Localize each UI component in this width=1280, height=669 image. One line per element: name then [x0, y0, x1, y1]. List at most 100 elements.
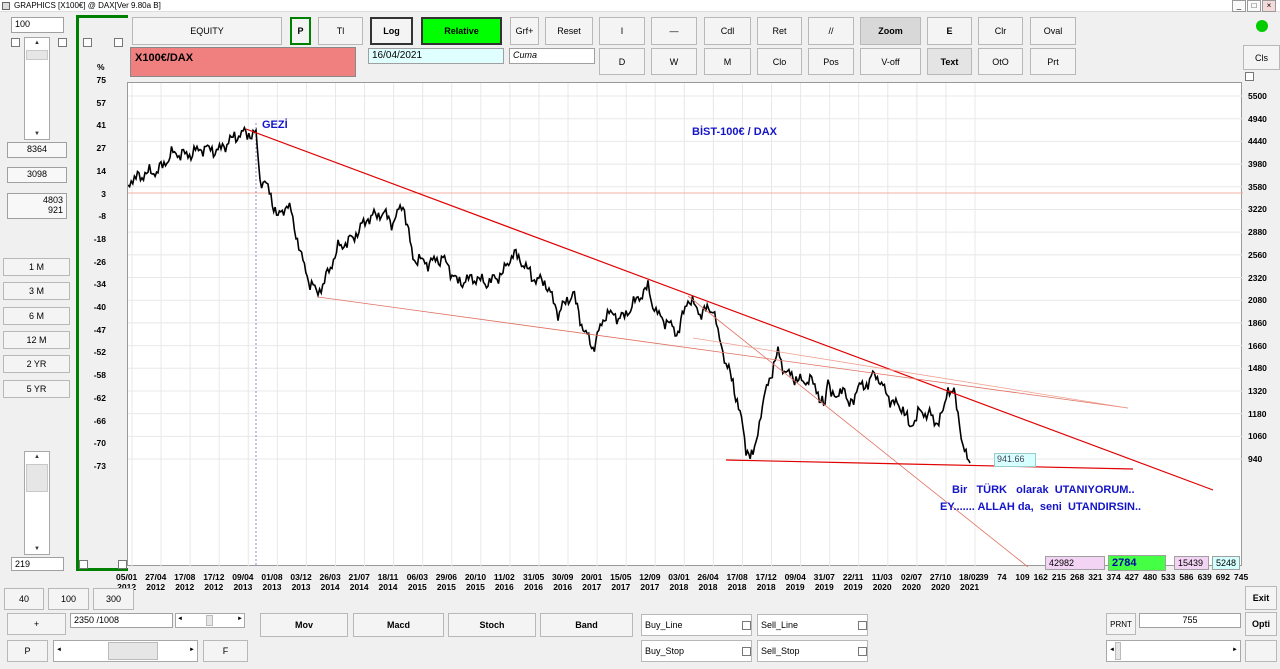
sell-line-checkbox[interactable] — [858, 621, 867, 630]
cls-checkbox[interactable] — [1245, 72, 1254, 81]
tl-button[interactable]: Tl — [318, 17, 363, 45]
relative-button[interactable]: Relative — [421, 17, 502, 45]
scroll-thumb[interactable] — [108, 642, 158, 660]
sell-line-toggle[interactable]: Sell_Line — [757, 614, 868, 636]
x-tick-year: 2015 — [465, 582, 485, 592]
chart-area[interactable]: GEZİ BİST-100€ / DAX Bir TÜRK olarak UTA… — [127, 82, 1243, 567]
left-checkbox-2[interactable] — [58, 38, 67, 47]
value-pair-field: 4803 921 — [7, 193, 67, 219]
scroll-up-arrow-icon[interactable]: ▲ — [34, 454, 40, 460]
v-off-button[interactable]: V-off — [860, 48, 921, 75]
equity-button[interactable]: EQUITY — [132, 17, 282, 45]
buy-line-toggle[interactable]: Buy_Line — [641, 614, 752, 636]
d-button[interactable]: D — [599, 48, 645, 75]
scroll-left-arrow-icon[interactable]: ◄ — [56, 647, 62, 653]
i-button[interactable]: I — [599, 17, 645, 45]
range-field[interactable]: 2350 /1008 — [70, 613, 173, 628]
scroll-right-arrow-icon[interactable]: ► — [1232, 647, 1238, 653]
x-tick: 20/01 2017 — [581, 572, 602, 592]
zoom-button[interactable]: Zoom — [860, 17, 921, 45]
x-tick-year: 2018 — [756, 582, 776, 592]
scroll-thumb[interactable] — [206, 615, 213, 626]
prt-button[interactable]: Prt — [1030, 48, 1076, 75]
sell-stop-checkbox[interactable] — [858, 647, 867, 656]
scroll-right-arrow-icon[interactable]: ► — [189, 647, 195, 653]
cls-button[interactable]: Cls — [1243, 45, 1280, 70]
scroll-left-arrow-icon[interactable]: ◄ — [1109, 647, 1115, 653]
macd-button[interactable]: Macd — [353, 613, 444, 637]
pos-button[interactable]: Pos — [808, 48, 854, 75]
prnt-button[interactable]: PRNT — [1106, 613, 1136, 635]
frame-checkbox-bottom-right[interactable] — [118, 560, 127, 569]
position-scrollbar[interactable]: ◄ ► — [53, 640, 198, 662]
clo-button[interactable]: Clo — [757, 48, 802, 75]
oto-button[interactable]: OtO — [978, 48, 1023, 75]
scroll-thumb[interactable] — [26, 50, 48, 60]
scroll-down-arrow-icon[interactable]: ▼ — [34, 546, 40, 552]
x-tick-date: 09/04 — [784, 572, 806, 582]
log-button[interactable]: Log — [370, 17, 413, 45]
p-button[interactable]: P — [290, 17, 311, 45]
bottom-right-button[interactable] — [1245, 640, 1277, 662]
left-upper-scrollbar[interactable]: ▲ ▼ — [24, 37, 50, 140]
range-300-button[interactable]: 300 — [93, 588, 134, 610]
minimize-button[interactable]: _ — [1232, 0, 1246, 12]
x-tick-date: 01/08 — [261, 572, 283, 582]
date-field[interactable]: 16/04/2021 — [368, 48, 504, 64]
scroll-up-arrow-icon[interactable]: ▲ — [34, 40, 40, 46]
m-button[interactable]: M — [704, 48, 751, 75]
frame-checkbox-top-left[interactable] — [83, 38, 92, 47]
buy-stop-checkbox[interactable] — [742, 647, 751, 656]
range-40-button[interactable]: 40 — [4, 588, 44, 610]
e-button[interactable]: E — [927, 17, 972, 45]
day-field[interactable]: Cuma — [509, 48, 595, 64]
text-button[interactable]: Text — [927, 48, 972, 75]
range-scrollbar[interactable]: ◄ ► — [175, 613, 245, 628]
left-lower-scrollbar[interactable]: ▲ ▼ — [24, 451, 50, 555]
period-button-6-m[interactable]: 6 M — [3, 306, 70, 325]
buy-stop-toggle[interactable]: Buy_Stop — [641, 640, 752, 662]
maximize-button[interactable]: □ — [1247, 0, 1261, 12]
sell-stop-toggle[interactable]: Sell_Stop — [757, 640, 868, 662]
right-scrollbar[interactable]: ◄ ► — [1106, 640, 1241, 662]
bottom-value-field[interactable]: 219 — [11, 557, 64, 571]
scroll-thumb[interactable] — [26, 464, 48, 492]
range-100-button[interactable]: 100 — [48, 588, 89, 610]
opti-button[interactable]: Opti — [1245, 612, 1277, 636]
left-checkbox-1[interactable] — [11, 38, 20, 47]
period-button-5-yr[interactable]: 5 YR — [3, 379, 70, 398]
exit-button[interactable]: Exit — [1245, 586, 1277, 610]
mov-button[interactable]: Mov — [260, 613, 348, 637]
parallel-button[interactable]: // — [808, 17, 854, 45]
scroll-right-arrow-icon[interactable]: ► — [237, 616, 243, 622]
top-value-field[interactable]: 100 — [11, 17, 64, 33]
x-tick-date: 09/04 — [232, 572, 254, 582]
clr-button[interactable]: Clr — [978, 17, 1023, 45]
scroll-thumb[interactable] — [1115, 642, 1121, 660]
cdl-button[interactable]: Cdl — [704, 17, 751, 45]
frame-checkbox-bottom-left[interactable] — [79, 560, 88, 569]
band-button[interactable]: Band — [540, 613, 633, 637]
period-button-12-m[interactable]: 12 M — [3, 330, 70, 349]
reset-button[interactable]: Reset — [545, 17, 593, 45]
ret-button[interactable]: Ret — [757, 17, 802, 45]
period-button-2-yr[interactable]: 2 YR — [3, 355, 70, 374]
plus-button[interactable]: + — [7, 613, 66, 635]
p-bottom-button[interactable]: P — [7, 640, 48, 662]
close-button[interactable]: × — [1262, 0, 1276, 12]
w-button[interactable]: W — [651, 48, 697, 75]
buy-line-checkbox[interactable] — [742, 621, 751, 630]
oval-button[interactable]: Oval — [1030, 17, 1076, 45]
line-button[interactable]: — — [651, 17, 697, 45]
scroll-left-arrow-icon[interactable]: ◄ — [177, 616, 183, 622]
period-button-3-m[interactable]: 3 M — [3, 282, 70, 301]
frame-checkbox-top-right[interactable] — [114, 38, 123, 47]
scroll-down-arrow-icon[interactable]: ▼ — [34, 131, 40, 137]
period-button-1-m[interactable]: 1 M — [3, 258, 70, 276]
sell-line-label: Sell_Line — [761, 620, 799, 630]
grf-plus-button[interactable]: Grf+ — [510, 17, 539, 45]
stoch-button[interactable]: Stoch — [448, 613, 536, 637]
gezi-label: GEZİ — [262, 119, 288, 131]
downtrend-line-lower — [317, 296, 1129, 409]
f-button[interactable]: F — [203, 640, 248, 662]
